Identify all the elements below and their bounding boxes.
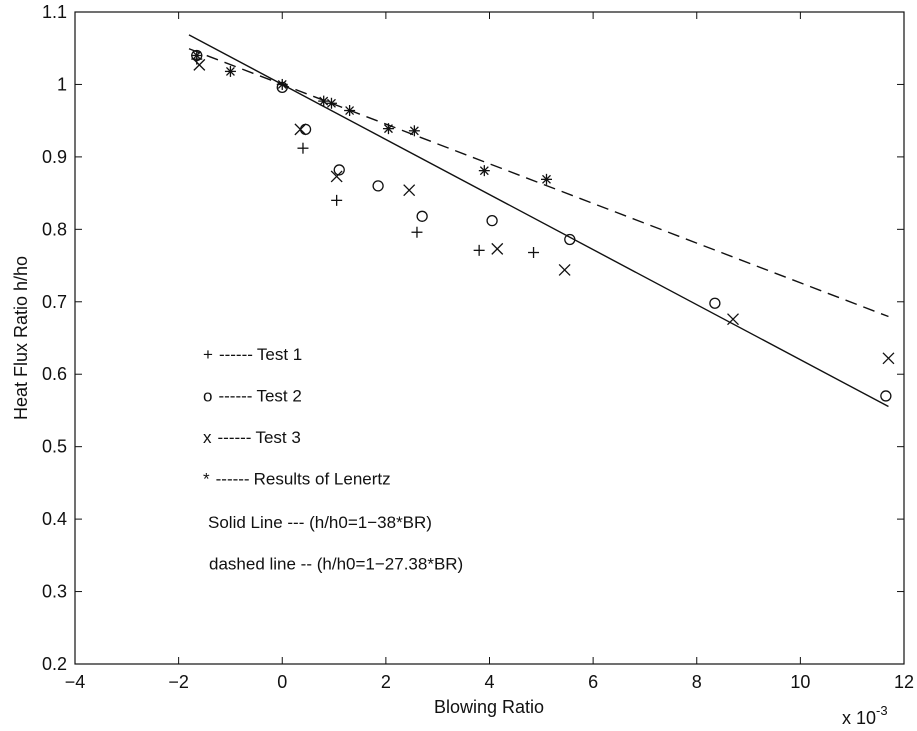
data-point-test-3 <box>330 170 343 183</box>
data-point-results-of-lenertz <box>276 78 288 90</box>
x-tick-label: 6 <box>588 672 598 692</box>
data-point-results-of-lenertz <box>344 105 356 117</box>
data-point-test-1 <box>528 247 540 259</box>
y-tick-label: 0.8 <box>42 219 67 239</box>
data-point-test-2 <box>299 123 312 136</box>
x-tick-label: −4 <box>65 672 86 692</box>
data-point-test-3 <box>558 263 571 276</box>
legend-equation-note: dashed line -- (h/h0=1−27.38*BR) <box>209 555 463 574</box>
dashed-fit-line <box>188 48 889 318</box>
x-tick-label: 8 <box>692 672 702 692</box>
y-tick-label: 0.9 <box>42 147 67 167</box>
y-axis-ticks: 0.2 0.3 0.4 0.5 0.6 0.7 0.8 0.9 1 1.1 <box>42 2 904 674</box>
data-point-test-3 <box>882 352 895 365</box>
y-axis-title: Heat Flux Ratio h/ho <box>11 256 31 420</box>
x-axis-multiplier-exponent: -3 <box>876 703 888 718</box>
x-tick-label: −2 <box>168 672 189 692</box>
legend-label: Test 2 <box>256 387 301 406</box>
legend-label: Results of Lenertz <box>254 470 391 489</box>
data-point-test-2 <box>880 390 892 402</box>
data-markers <box>191 49 895 402</box>
data-point-test-1 <box>331 194 343 206</box>
data-point-test-2 <box>709 297 721 309</box>
data-point-results-of-lenertz <box>478 165 490 177</box>
x-tick-label: 10 <box>790 672 810 692</box>
data-point-test-1 <box>411 226 423 238</box>
data-point-results-of-lenertz <box>318 95 330 107</box>
y-tick-label: 0.7 <box>42 292 67 312</box>
legend: + ------ Test 1o ------ Test 2x ------ Test 3*… <box>203 345 463 574</box>
legend-entry: * ------ Results of Lenertz <box>203 470 391 489</box>
y-tick-label: 1.1 <box>42 2 67 22</box>
data-point-test-3 <box>491 242 504 255</box>
y-tick-label: 0.6 <box>42 364 67 384</box>
data-point-test-3 <box>727 313 739 326</box>
solid-fit-line <box>188 34 889 408</box>
x-tick-label: 0 <box>277 672 287 692</box>
plot-area-frame <box>74 11 905 665</box>
legend-equation-note: Solid Line --- (h/h0=1−38*BR) <box>208 513 432 532</box>
data-point-test-3 <box>403 184 416 197</box>
fit-lines <box>188 34 889 408</box>
y-tick-label: 0.3 <box>42 582 67 602</box>
data-point-test-2 <box>372 180 384 192</box>
data-point-test-3 <box>294 123 307 136</box>
data-point-test-3 <box>193 58 206 71</box>
data-point-test-2 <box>333 164 345 176</box>
data-point-results-of-lenertz <box>325 97 337 109</box>
legend-label: Test 1 <box>257 345 302 364</box>
legend-symbol: x <box>203 428 212 447</box>
y-tick-label: 0.5 <box>42 437 67 457</box>
data-point-results-of-lenertz <box>408 125 420 137</box>
data-point-results-of-lenertz <box>191 49 203 61</box>
x-axis-multiplier: x 10-3 <box>842 703 888 728</box>
legend-entry: o ------ Test 2 <box>203 387 302 406</box>
data-point-test-2 <box>564 233 576 246</box>
legend-symbol: * <box>203 470 210 489</box>
data-point-results-of-lenertz <box>382 123 394 135</box>
legend-entry: + ------ Test 1 <box>203 345 302 364</box>
data-point-results-of-lenertz <box>224 65 236 77</box>
data-point-results-of-lenertz <box>540 173 552 185</box>
legend-dashes: ------ <box>219 345 253 364</box>
data-point-test-1 <box>297 142 309 154</box>
legend-dashes: ------ <box>218 387 252 406</box>
data-point-test-2 <box>416 210 428 222</box>
legend-label: Test 3 <box>255 428 300 447</box>
y-tick-label: 0.2 <box>42 654 67 674</box>
x-axis-ticks: −4 −2 0 2 4 6 8 10 12 <box>65 12 914 692</box>
y-tick-label: 0.4 <box>42 509 67 529</box>
x-axis-title: Blowing Ratio <box>434 697 544 717</box>
x-tick-label: 2 <box>381 672 391 692</box>
data-point-test-2 <box>486 214 498 227</box>
legend-entry: x ------ Test 3 <box>203 428 301 447</box>
legend-symbol: o <box>203 387 212 406</box>
legend-dashes: ------ <box>218 428 252 447</box>
data-point-test-1 <box>473 244 485 256</box>
legend-dashes: ------ <box>216 470 250 489</box>
x-tick-label: 4 <box>484 672 494 692</box>
legend-symbol: + <box>203 345 213 364</box>
x-axis-multiplier-base: x 10 <box>842 708 876 728</box>
x-tick-label: 12 <box>894 672 914 692</box>
y-tick-label: 1 <box>57 74 67 94</box>
